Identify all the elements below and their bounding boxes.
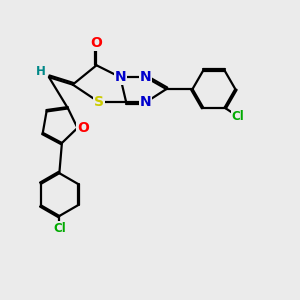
Text: H: H [36,65,46,78]
Text: Cl: Cl [53,222,66,235]
Text: O: O [77,121,89,135]
Text: S: S [94,95,104,110]
Text: N: N [115,70,126,84]
Text: Cl: Cl [232,110,244,123]
Text: N: N [140,70,152,84]
Text: O: O [91,36,102,50]
Text: N: N [140,95,152,110]
